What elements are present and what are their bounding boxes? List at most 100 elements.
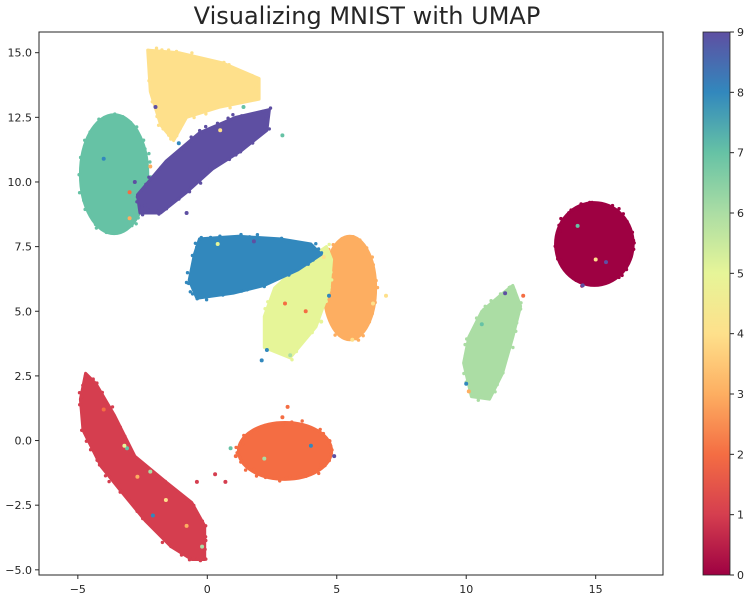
cluster-1-edge-point [176,547,180,551]
cluster-2-edge-point [321,431,326,436]
outlier-point [503,291,508,296]
cluster-8-edge-point [245,288,249,292]
cluster-1-edge-point [102,399,106,403]
cluster-5-edge-point [320,306,324,311]
cluster-1-edge-point [81,383,85,388]
cluster-9-edge-point [208,166,212,171]
cluster-5 [262,242,334,362]
cluster-0-edge-point [625,225,629,230]
cluster-1-edge-point [88,448,93,452]
outlier-point [200,544,205,549]
cluster-9-edge-point [157,212,161,216]
outlier-point [251,239,256,244]
cluster-4-edge-point [227,62,231,67]
cluster-7-edge-point [97,117,101,121]
cluster-8-edge-point [221,293,225,297]
cluster-9-edge-point [164,207,169,211]
outlier-point [233,454,238,459]
cluster-1-edge-point [185,498,189,503]
cluster-8-edge-point [276,274,280,278]
cluster-1-edge-point [160,540,165,545]
cluster-5-edge-point [263,307,267,311]
cluster-6-edge-point [483,304,487,308]
outlier-point [122,443,127,448]
colorbar-tick-label: 1 [737,509,744,522]
cluster-9-edge-point [189,185,194,189]
cluster-1-edge-point [150,524,154,529]
cluster-2-edge-point [323,463,327,468]
cluster-6-edge-point [486,396,490,400]
cluster-1-edge-point [118,490,122,494]
cluster-0-edge-point [629,255,633,259]
outlier-point [163,498,168,502]
cluster-7-edge-point [130,223,134,228]
cluster-6-body [462,283,523,401]
cluster-0-edge-point [553,244,557,248]
cluster-1-edge-point [163,479,167,484]
cluster-4-edge-point [174,49,179,54]
cluster-8 [184,232,324,302]
cluster-4-edge-point [154,46,159,50]
cluster-1-edge-point [198,558,203,563]
cluster-0-edge-point [620,273,624,278]
cluster-6-edge-point [519,301,523,305]
cluster-0-edge-point [569,208,573,212]
cluster-1-edge-point [178,492,182,496]
chart-title: Visualizing MNIST with UMAP [194,2,541,30]
cluster-1-edge-point [123,434,127,439]
cluster-3-edge-point [326,307,330,311]
cluster-9-edge-point [135,200,139,204]
y-tick-label: 2.5 [15,370,33,383]
outliers-layer [101,105,608,549]
cluster-5-edge-point [311,324,315,328]
cluster-1-edge-point [135,509,139,513]
cluster-4-edge-point [167,133,171,137]
cluster-2-edge-point [270,425,274,429]
cluster-9-edge-point [138,200,142,204]
cluster-1-edge-point [117,483,121,487]
cluster-4-edge-point [204,112,208,116]
colorbar-gradient [702,31,731,576]
cluster-1-edge-point [95,458,99,462]
cluster-0-edge-point [601,203,605,207]
cluster-0-edge-point [574,278,578,282]
cluster-6-edge-point [495,382,499,387]
outlier-point [101,407,106,412]
cluster-8-edge-point [204,298,209,302]
cluster-8-edge-point [193,241,198,245]
cluster-3-edge-point [363,252,367,257]
outlier-point [321,255,326,259]
cluster-8-edge-point [215,292,220,296]
cluster-9-body [135,108,271,215]
cluster-0-edge-point [556,247,560,251]
cluster-6-edge-point [489,299,493,303]
cluster-0-edge-point [579,202,583,206]
y-tick-label: −5.0 [5,564,32,577]
cluster-7-edge-point [124,226,129,231]
outlier-point [132,180,137,184]
cluster-3-edge-point [362,326,366,330]
cluster-5-edge-point [330,278,334,282]
cluster-2-edge-point [281,423,285,427]
cluster-1-edge-point [110,405,115,409]
outlier-point [479,322,484,327]
cluster-6-edge-point [481,394,485,399]
cluster-0 [553,200,636,288]
cluster-7-edge-point [91,211,95,216]
cluster-9-edge-point [170,201,174,205]
outlier-point [280,133,285,138]
cluster-4-edge-point [178,127,182,131]
cluster-1-edge-point [91,377,95,381]
cluster-1-edge-point [95,381,99,385]
cluster-4-edge-point [180,122,185,126]
cluster-6-edge-point [474,316,479,320]
cluster-8-edge-point [301,243,305,247]
cluster-8-edge-point [270,237,274,242]
cluster-6-edge-point [501,371,505,375]
cluster-6-edge-point [514,311,518,315]
cluster-0-edge-point [630,230,635,234]
cluster-0-edge-point [555,234,560,238]
x-tick-label: 5 [333,583,340,596]
outlier-point [580,283,585,288]
